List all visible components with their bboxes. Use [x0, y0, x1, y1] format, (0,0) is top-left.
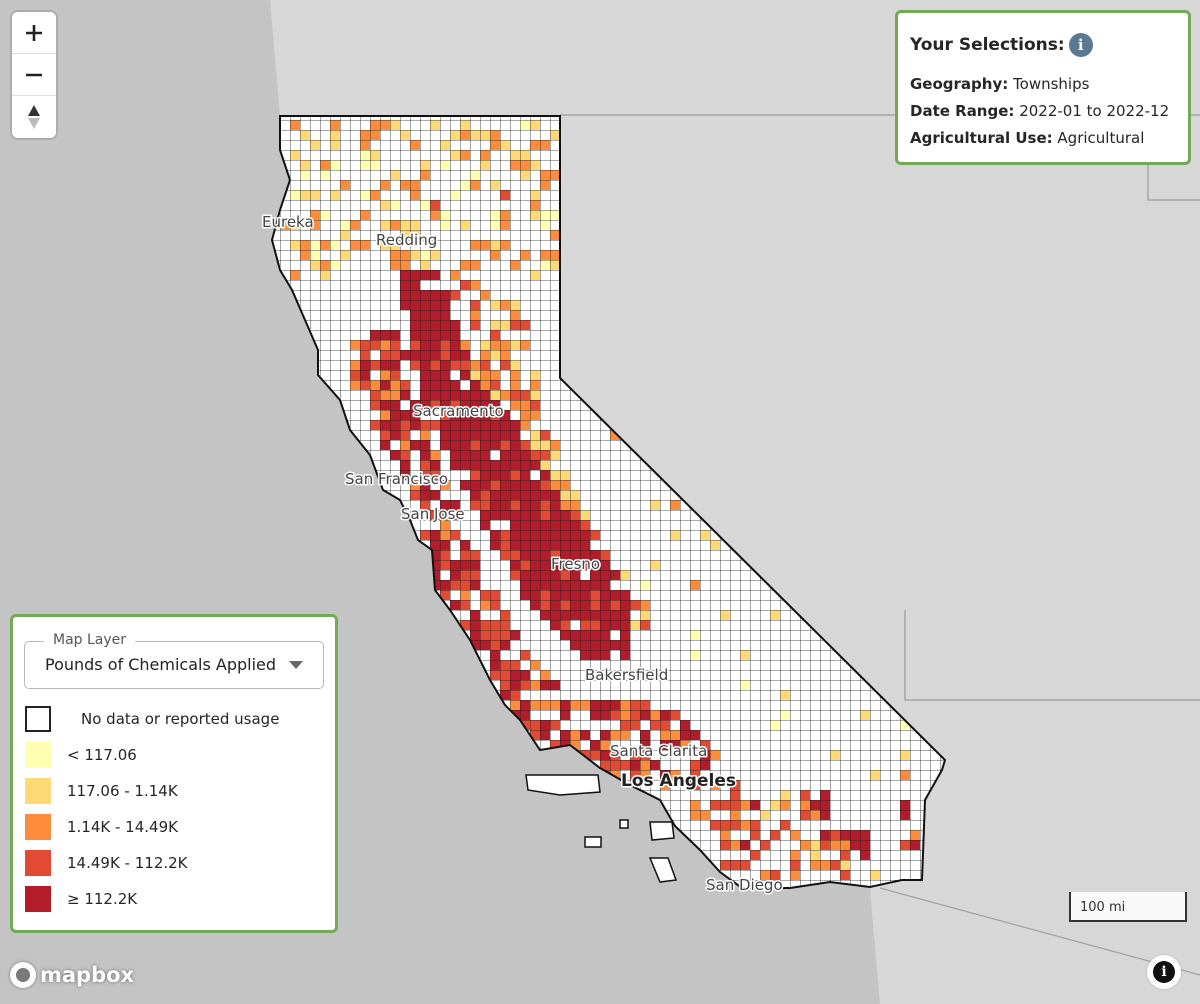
- city-label-santa-clarita: Santa Clarita: [610, 742, 707, 760]
- legend-swatch: [25, 850, 51, 876]
- zoom-control: [12, 12, 56, 138]
- city-label-san-diego: San Diego: [706, 876, 783, 894]
- legend-item: < 117.06: [24, 737, 324, 773]
- channel-islands: [525, 774, 678, 883]
- legend-swatch: [25, 886, 51, 912]
- attribution-button[interactable]: i: [1147, 955, 1181, 989]
- map-layer-label: Map Layer: [44, 632, 136, 648]
- selection-value: Townships: [1013, 75, 1090, 93]
- selection-row-geography: Geography: Townships: [910, 71, 1176, 98]
- city-label-san-francisco: San Francisco: [345, 470, 448, 488]
- city-label-los-angeles: Los Angeles: [621, 771, 736, 791]
- city-label-fresno: Fresno: [551, 555, 600, 573]
- selection-row-date-range: Date Range: 2022-01 to 2022-12: [910, 98, 1176, 125]
- legend-label: 14.49K - 112.2K: [67, 854, 188, 872]
- legend-swatch: [25, 814, 51, 840]
- legend-panel: Map Layer Pounds of Chemicals Applied No…: [10, 614, 338, 933]
- compass-icon: [28, 105, 40, 129]
- legend-swatch: [25, 778, 51, 804]
- legend-label: 117.06 - 1.14K: [67, 782, 178, 800]
- map-layer-select[interactable]: Map Layer Pounds of Chemicals Applied: [24, 632, 324, 689]
- legend-label: < 117.06: [67, 746, 137, 764]
- legend-item: 1.14K - 14.49K: [24, 809, 324, 845]
- legend-label: 1.14K - 14.49K: [67, 818, 178, 836]
- zoom-out-button[interactable]: [12, 54, 56, 96]
- selection-label: Date Range:: [910, 102, 1015, 120]
- mapbox-logo-text: mapbox: [40, 963, 135, 987]
- info-icon[interactable]: i: [1068, 33, 1093, 57]
- selections-title: Your Selections:: [910, 35, 1065, 55]
- selection-value: 2022-01 to 2022-12: [1019, 102, 1170, 120]
- city-labels: Eureka Redding Sacramento San Francisco …: [261, 212, 785, 896]
- legend-items: No data or reported usage < 117.06 117.0…: [24, 701, 324, 917]
- plus-icon: [26, 24, 42, 41]
- mapbox-logo[interactable]: mapbox: [10, 962, 134, 988]
- chevron-down-icon: [289, 661, 303, 669]
- selection-label: Geography:: [910, 75, 1009, 93]
- info-icon: i: [1153, 961, 1175, 983]
- city-label-sacramento: Sacramento: [413, 402, 504, 420]
- legend-label: No data or reported usage: [81, 710, 280, 728]
- legend-item: 117.06 - 1.14K: [24, 773, 324, 809]
- city-label-eureka: Eureka: [262, 213, 314, 231]
- minus-icon: [26, 73, 42, 76]
- city-label-san-jose: San Jose: [401, 505, 465, 523]
- selections-panel: Your Selections: i Geography: Townships …: [895, 10, 1191, 165]
- selections-title-row: Your Selections: i: [910, 33, 1176, 57]
- scale-bar: 100 mi: [1069, 892, 1187, 922]
- legend-swatch: [25, 706, 51, 732]
- selection-value: Agricultural: [1057, 129, 1145, 147]
- legend-item: No data or reported usage: [24, 701, 324, 737]
- reset-bearing-button[interactable]: [12, 96, 56, 138]
- legend-label: ≥ 112.2K: [67, 890, 138, 908]
- city-label-bakersfield: Bakersfield: [585, 666, 668, 684]
- zoom-in-button[interactable]: [12, 12, 56, 54]
- selection-row-agricultural-use: Agricultural Use: Agricultural: [910, 125, 1176, 152]
- city-label-redding: Redding: [376, 231, 437, 249]
- legend-swatch: [25, 742, 51, 768]
- country-border: [879, 887, 1200, 976]
- legend-item: 14.49K - 112.2K: [24, 845, 324, 881]
- selection-label: Agricultural Use:: [910, 129, 1053, 147]
- mapbox-logo-icon: [10, 962, 36, 988]
- legend-item: ≥ 112.2K: [24, 881, 324, 917]
- map-layer-value: Pounds of Chemicals Applied: [45, 655, 277, 674]
